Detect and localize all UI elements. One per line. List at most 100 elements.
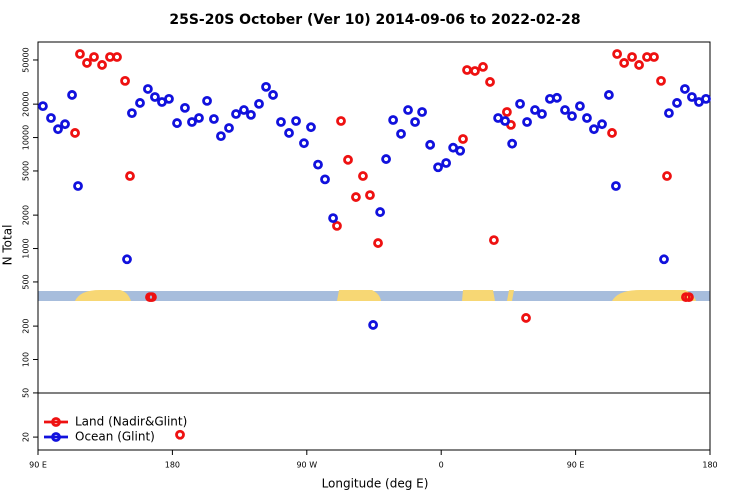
point <box>589 124 599 135</box>
x-tick-label: 180 <box>702 461 717 470</box>
point <box>60 119 70 130</box>
legend-label: Ocean (Glint) <box>75 430 155 444</box>
land-shape <box>337 290 381 301</box>
point <box>194 113 204 123</box>
point <box>239 105 249 115</box>
map-strip <box>38 290 710 301</box>
point <box>649 52 659 62</box>
point <box>187 117 197 127</box>
point <box>664 108 674 119</box>
land-shape <box>612 290 696 301</box>
point <box>537 109 547 119</box>
x-tick-label: 180 <box>165 461 180 470</box>
x-axis-label: Longitude (deg E) <box>322 477 429 491</box>
point <box>73 181 83 191</box>
point <box>425 139 436 150</box>
point <box>634 60 644 70</box>
point <box>612 49 623 59</box>
point <box>261 82 271 92</box>
land-shape <box>507 290 514 301</box>
point <box>489 235 499 246</box>
point <box>53 124 63 135</box>
y-tick-label: 50 <box>22 388 31 398</box>
point <box>202 95 212 106</box>
point <box>135 98 145 108</box>
point <box>680 84 690 94</box>
point <box>582 113 592 123</box>
plot-frame <box>37 41 711 451</box>
point <box>627 52 637 62</box>
point <box>97 60 107 70</box>
point <box>276 117 286 127</box>
point <box>611 181 621 191</box>
point <box>284 128 294 138</box>
point <box>684 292 694 303</box>
point <box>458 134 468 144</box>
point <box>254 98 264 109</box>
y-tick-label: 200 <box>22 318 31 333</box>
point <box>485 77 495 87</box>
point <box>70 128 80 138</box>
point <box>607 128 617 138</box>
point <box>502 107 512 117</box>
point <box>82 58 92 68</box>
series <box>70 49 694 440</box>
point <box>313 159 323 170</box>
x-tick-label: 90 E <box>567 461 585 470</box>
point <box>388 115 399 125</box>
point <box>358 171 368 181</box>
point <box>381 154 391 164</box>
point <box>120 75 130 86</box>
point <box>552 92 562 103</box>
y-tick-label: 500 <box>22 274 31 289</box>
point <box>662 171 672 181</box>
point <box>417 107 427 117</box>
point <box>172 118 182 128</box>
point <box>515 98 525 109</box>
point <box>328 213 338 224</box>
y-tick-label: 50000 <box>22 47 31 72</box>
point <box>175 429 185 440</box>
point <box>530 105 540 115</box>
point <box>701 93 711 104</box>
y-tick-label: 10000 <box>22 125 31 150</box>
legend-label: Land (Nadir&Glint) <box>75 415 187 429</box>
point <box>268 90 278 100</box>
x-tick-label: 90 E <box>29 461 47 470</box>
point <box>500 116 511 126</box>
point <box>507 138 518 149</box>
legend: Land (Nadir&Glint)Ocean (Glint) <box>44 415 187 444</box>
point <box>306 122 316 133</box>
point <box>687 92 697 102</box>
point <box>403 105 413 115</box>
y-tick-label: 100 <box>22 352 31 367</box>
y-tick-label: 1000 <box>22 238 31 258</box>
point <box>209 114 219 124</box>
y-tick-label: 20 <box>22 432 31 442</box>
point <box>462 65 472 75</box>
point <box>470 66 480 76</box>
point <box>375 207 386 217</box>
point <box>125 171 135 181</box>
point <box>368 320 379 330</box>
point <box>143 84 153 94</box>
point <box>365 190 375 201</box>
point <box>560 105 570 115</box>
legend-marker <box>51 432 61 442</box>
point <box>478 62 488 72</box>
y-tick-label: 2000 <box>22 205 31 225</box>
x-tick-label: 90 W <box>296 461 317 470</box>
legend-marker <box>51 417 61 427</box>
point <box>336 116 346 126</box>
point <box>299 138 309 149</box>
point <box>521 313 531 323</box>
point <box>604 90 614 100</box>
point <box>619 58 630 68</box>
point <box>67 90 77 100</box>
point <box>216 131 226 142</box>
point <box>46 113 56 123</box>
point <box>396 128 406 139</box>
point <box>127 108 137 119</box>
point <box>441 158 452 168</box>
